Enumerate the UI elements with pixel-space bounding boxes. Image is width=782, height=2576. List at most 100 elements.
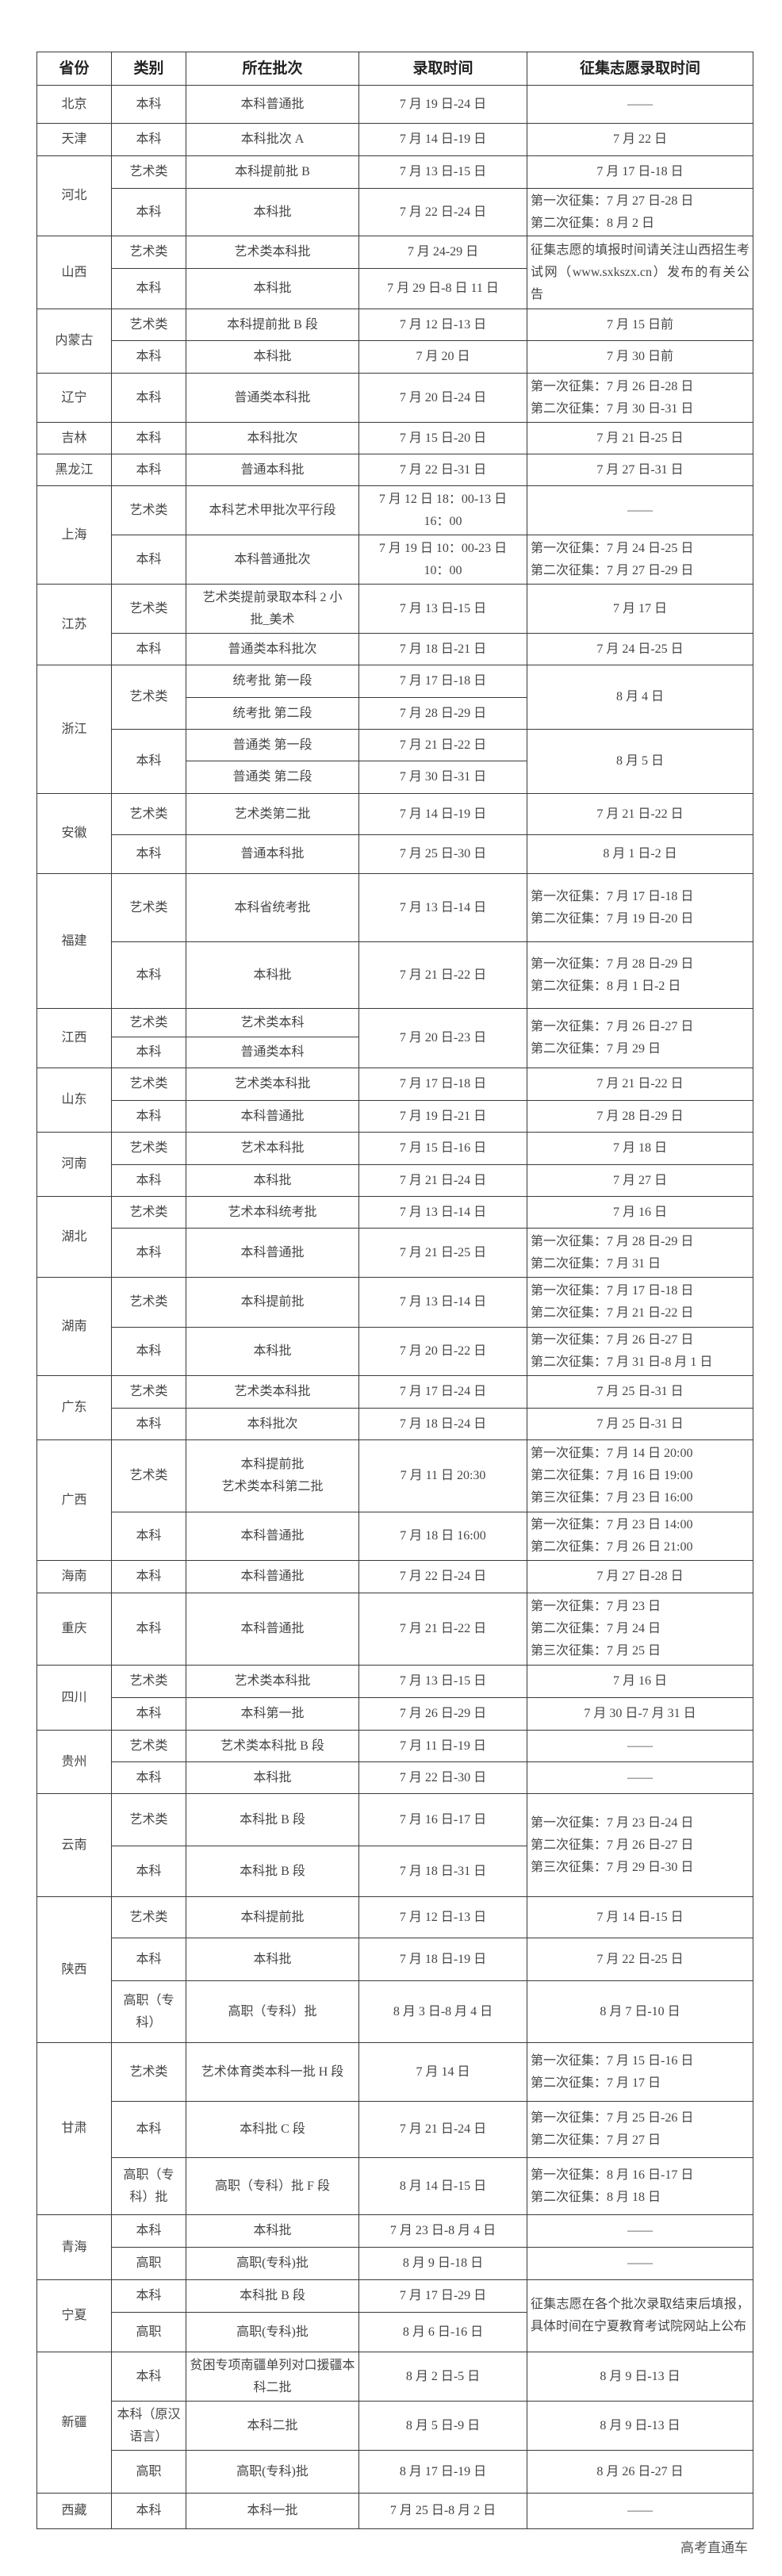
category-cell: 本科 [111,633,186,665]
supplementary-time-cell: 第一次征集：7 月 23 日 14:00 第二次征集：7 月 26 日 21:0… [527,1512,753,1561]
batch-cell: 本科批 B 段 [186,2279,359,2313]
category-cell: 艺术类 [111,665,186,730]
admission-time-cell: 7 月 14 日 [358,2042,527,2102]
province-cell: 陕西 [36,1896,112,2043]
supplementary-time-cell: 7 月 15 日前 [527,309,753,341]
admission-time-cell: 7 月 13 日-15 日 [358,155,527,189]
province-cell: 宁夏 [36,2279,112,2352]
category-cell: 艺术类 [111,2042,186,2102]
batch-cell: 艺术类本科批 B 段 [186,1730,359,1762]
batch-cell: 艺术类第二批 [186,793,359,835]
header-supplementary-time: 征集志愿录取时间 [527,52,753,86]
category-cell: 本科 [111,85,186,124]
admission-time-cell: 7 月 20 日-24 日 [358,373,527,423]
table-row: 本科 本科批 7 月 22 日-24 日第一次征集：7 月 27 日-28 日 第二… [37,188,753,236]
supplementary-time-cell: 征集志愿的填报时间请关注山西招生考试网（www.sxkszx.cn）发布的有关公… [527,236,753,309]
table-row: 北京 本科 本科普通批 7 月 19 日-24 日 —— [36,85,753,124]
province-cell: 安徽 [36,793,112,874]
batch-cell: 高职(专科)批 [186,2247,359,2280]
admission-time-cell: 7 月 24-29 日 [358,236,527,269]
province-cell: 内蒙古 [36,309,112,374]
admission-time-cell: 7 月 11 日-19 日 [358,1730,527,1762]
table-row: 本科 本科批 7 月 21 日-22 日第一次征集：7 月 28 日-29 日 第二… [37,941,753,1009]
admission-time-cell: 8 月 6 日-16 日 [358,2312,527,2352]
admission-time-cell: 7 月 14 日-19 日 [358,123,527,156]
category-cell: 本科 [111,1938,186,1981]
supplementary-time-cell: 7 月 14 日-15 日 [527,1896,753,1938]
batch-cell: 本科提前批 [186,1896,359,1938]
batch-cell: 本科普通批 [186,1593,359,1666]
province-cell: 四川 [36,1665,112,1731]
supplementary-time-cell: 第一次征集：7 月 28 日-29 日 第二次征集：7 月 31 日 [527,1228,753,1278]
batch-cell: 本科提前批 B 段 [186,309,359,341]
admission-time-cell: 7 月 18 日-24 日 [358,1408,527,1440]
category-cell: 艺术类 [111,1439,186,1512]
admission-time-cell: 7 月 19 日 10：00-23 日 10：00 [358,535,527,585]
batch-cell: 本科批 [186,2214,359,2248]
supplementary-time-cell: 7 月 18 日 [527,1132,753,1165]
header-batch: 所在批次 [186,52,359,86]
admission-time-cell: 7 月 15 日-20 日 [358,422,527,454]
batch-cell: 本科第一批 [186,1697,359,1731]
supplementary-time-cell: 7 月 27 日 [527,1164,753,1197]
province-cell: 青海 [36,2214,112,2280]
province-cell: 广东 [36,1375,112,1440]
batch-cell: 本科普通批次 [186,535,359,585]
supplementary-time-cell: 第一次征集：7 月 28 日-29 日 第二次征集：8 月 1 日-2 日 [527,941,753,1009]
supplementary-time-cell: 第一次征集：7 月 17 日-18 日 第二次征集：7 月 19 日-20 日 [527,873,753,942]
province-cell: 湖南 [36,1277,112,1376]
category-cell: 本科 [111,340,186,374]
admission-time-cell: 7 月 18 日-19 日 [358,1938,527,1981]
category-cell: 高职 [111,2247,186,2280]
category-cell: 艺术类 [111,155,186,189]
admission-time-cell: 7 月 25 日-8 月 2 日 [358,2493,527,2529]
supplementary-time-cell: 7 月 24 日-25 日 [527,633,753,665]
supplementary-time-cell: 7 月 27 日-31 日 [527,454,753,486]
table-row: 江西 艺术类 艺术类本科 7 月 20 日-23 日第一次征集：7 月 26 日-27… [36,1008,753,1068]
supplementary-time-cell: 第一次征集：7 月 26 日-28 日 第二次征集：7 月 30 日-31 日 [527,373,753,423]
category-cell: 本科 [111,2214,186,2248]
table-row: 广西 艺术类 本科提前批 艺术类本科第二批 7 月 11 日 20:30 第一次征集：7… [36,1439,753,1561]
admission-time-cell: 7 月 20 日 [358,340,527,374]
category-cell: 本科 [111,1846,186,1897]
batch-cell: 高职(专科)批 [186,2450,359,2494]
admission-time-cell: 7 月 13 日-14 日 [358,1277,527,1328]
admission-time-cell: 7 月 28 日-29 日 [358,697,527,730]
admission-time-cell: 7 月 19 日-24 日 [358,85,527,124]
province-cell: 山东 [36,1068,112,1133]
category-cell: 高职 [111,2312,186,2352]
category-cell: 艺术类 [111,1008,186,1037]
supplementary-time-cell: 第一次征集：7 月 17 日-18 日 第二次征集：7 月 21 日-22 日 [527,1277,753,1328]
admission-time-cell: 7 月 12 日-13 日 [358,309,527,341]
admission-time-cell: 7 月 15 日-16 日 [358,1132,527,1165]
batch-cell: 本科批 [186,941,359,1009]
batch-cell: 本科普通批 [186,1228,359,1278]
admission-time-cell: 7 月 17 日-24 日 [358,1375,527,1409]
supplementary-time-cell: 8 月 1 日-2 日 [527,834,753,874]
batch-cell: 普通类本科批次 [186,633,359,665]
category-cell: 本科 [111,1327,186,1376]
supplementary-time-cell: 第一次征集：7 月 15 日-16 日 第二次征集：7 月 17 日 [527,2042,753,2102]
supplementary-time-cell: 7 月 25 日-31 日 [527,1408,753,1440]
province-cell: 黑龙江 [36,454,112,486]
supplementary-time-cell: 8 月 4 日 [527,665,753,730]
admission-time-cell: 7 月 18 日-21 日 [358,633,527,665]
category-cell: 本科 [111,2352,186,2402]
admission-time-cell: 7 月 17 日-18 日 [358,1068,527,1101]
table-header-row: 省份 类别 所在批次 录取时间 征集志愿录取时间 [36,52,753,86]
supplementary-time-cell: 第一次征集：7 月 26 日-27 日 第二次征集：7 月 31 日-8 月 1… [527,1327,753,1376]
admission-time-cell: 8 月 2 日-5 日 [358,2352,527,2402]
admission-time-cell: 7 月 21 日-25 日 [358,1228,527,1278]
admission-time-cell: 8 月 9 日-18 日 [358,2247,527,2280]
province-cell: 新疆 [36,2352,112,2494]
